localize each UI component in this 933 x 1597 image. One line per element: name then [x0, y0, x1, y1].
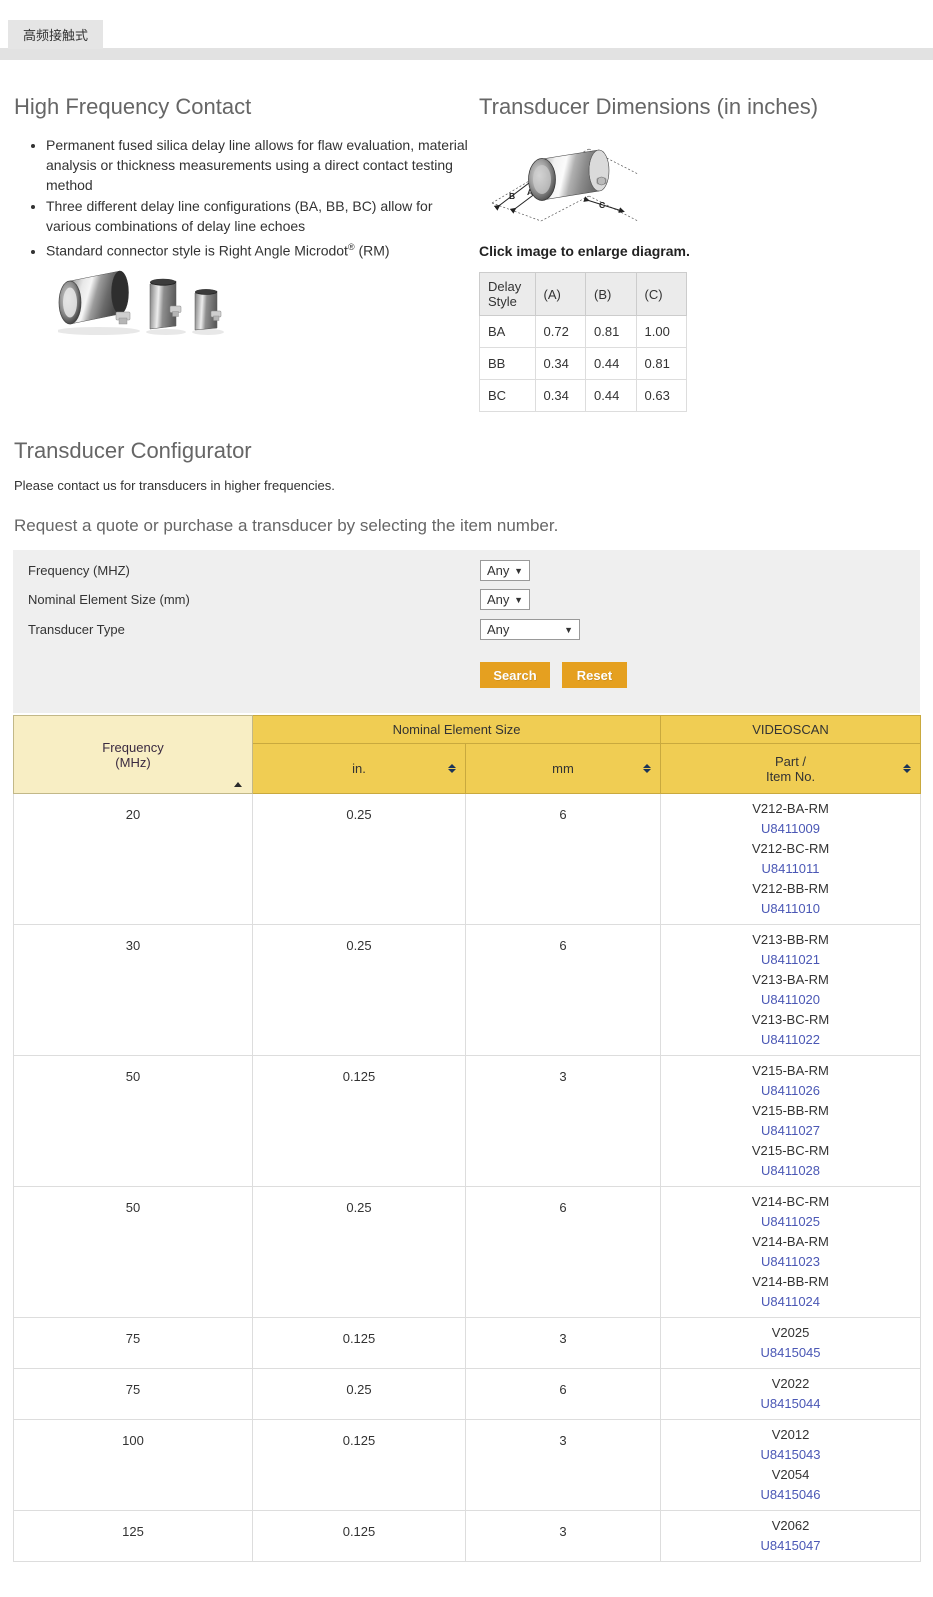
svg-text:C: C [599, 200, 605, 210]
svg-text:B: B [509, 191, 515, 201]
